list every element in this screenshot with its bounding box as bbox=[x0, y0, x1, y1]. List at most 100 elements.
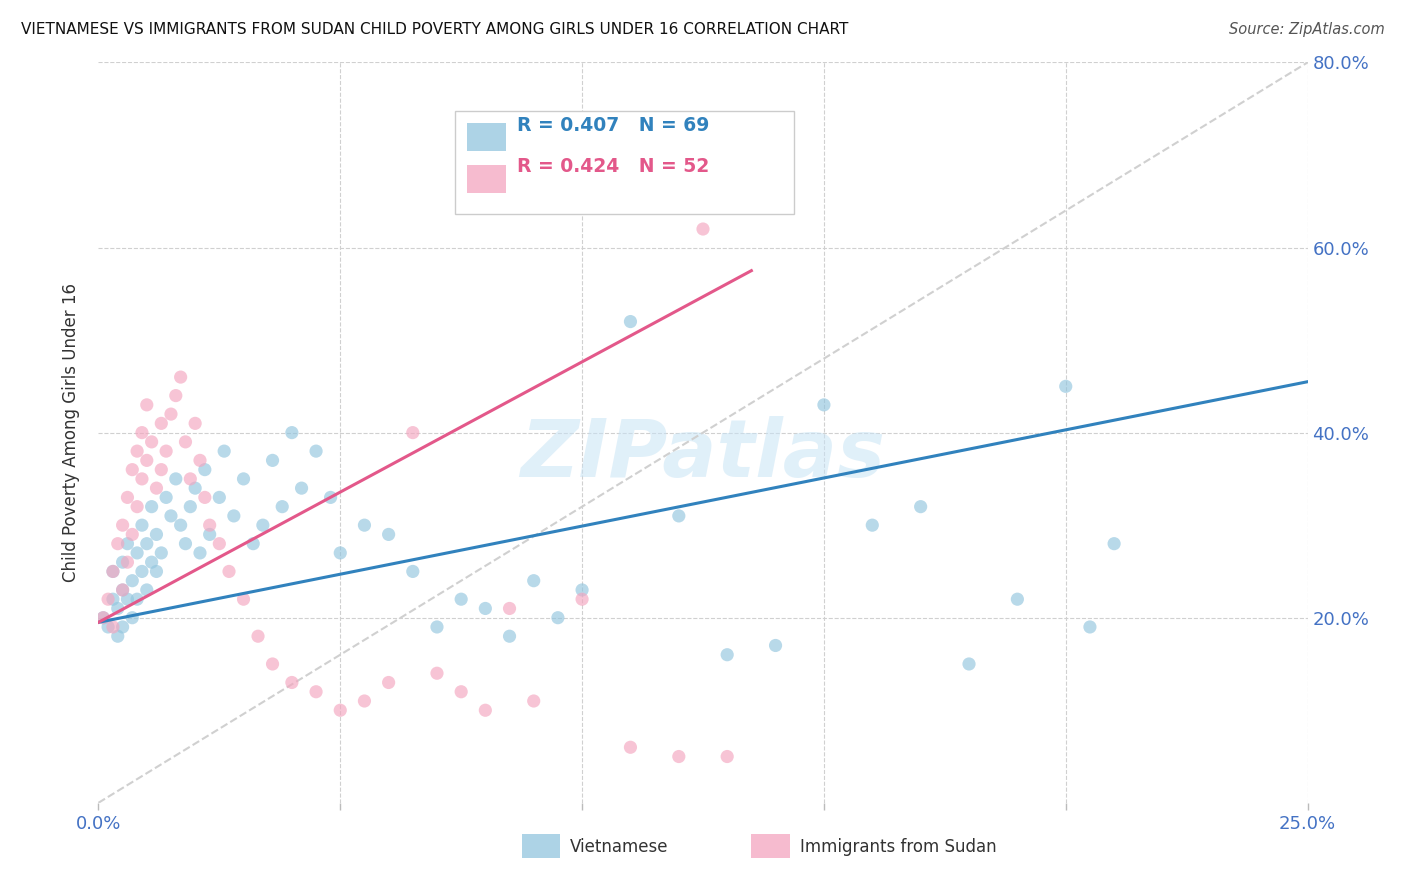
Point bbox=[131, 518, 153, 533]
FancyBboxPatch shape bbox=[456, 111, 793, 214]
Point bbox=[160, 407, 183, 421]
Point bbox=[127, 546, 149, 560]
Point bbox=[619, 314, 641, 328]
Point bbox=[271, 500, 294, 514]
Point bbox=[571, 592, 593, 607]
Point bbox=[179, 472, 201, 486]
Point bbox=[131, 472, 153, 486]
Point bbox=[668, 508, 690, 523]
Point bbox=[198, 518, 221, 533]
Point bbox=[169, 518, 191, 533]
Point bbox=[212, 444, 235, 458]
Point bbox=[101, 565, 124, 579]
Text: Immigrants from Sudan: Immigrants from Sudan bbox=[800, 838, 997, 856]
Point bbox=[101, 592, 124, 607]
Point bbox=[716, 749, 738, 764]
Point bbox=[860, 518, 883, 533]
FancyBboxPatch shape bbox=[467, 165, 506, 193]
Point bbox=[145, 565, 167, 579]
Point bbox=[174, 536, 197, 550]
Point bbox=[474, 601, 496, 615]
Point bbox=[1102, 536, 1125, 550]
Y-axis label: Child Poverty Among Girls Under 16: Child Poverty Among Girls Under 16 bbox=[62, 283, 80, 582]
Point bbox=[252, 518, 274, 533]
Point bbox=[402, 565, 425, 579]
FancyBboxPatch shape bbox=[467, 123, 506, 152]
Point bbox=[127, 500, 149, 514]
Text: VIETNAMESE VS IMMIGRANTS FROM SUDAN CHILD POVERTY AMONG GIRLS UNDER 16 CORRELATI: VIETNAMESE VS IMMIGRANTS FROM SUDAN CHIL… bbox=[21, 22, 848, 37]
Point bbox=[319, 491, 342, 505]
Point bbox=[305, 444, 328, 458]
Text: Source: ZipAtlas.com: Source: ZipAtlas.com bbox=[1229, 22, 1385, 37]
Point bbox=[377, 527, 399, 541]
Point bbox=[117, 536, 139, 550]
Point bbox=[290, 481, 312, 495]
Point bbox=[150, 462, 173, 476]
Point bbox=[101, 565, 124, 579]
Text: R = 0.424   N = 52: R = 0.424 N = 52 bbox=[517, 157, 709, 176]
Point bbox=[141, 500, 163, 514]
Point bbox=[353, 518, 375, 533]
Point bbox=[474, 703, 496, 717]
FancyBboxPatch shape bbox=[522, 834, 561, 858]
Point bbox=[174, 434, 197, 449]
Point bbox=[165, 388, 187, 402]
Point bbox=[194, 491, 217, 505]
Point bbox=[571, 582, 593, 597]
Point bbox=[222, 508, 245, 523]
Point bbox=[150, 417, 173, 431]
Point bbox=[91, 610, 114, 624]
Point bbox=[242, 536, 264, 550]
Text: Vietnamese: Vietnamese bbox=[569, 838, 668, 856]
Point bbox=[547, 610, 569, 624]
Point bbox=[155, 444, 177, 458]
Point bbox=[184, 481, 207, 495]
Point bbox=[121, 610, 143, 624]
Point bbox=[305, 685, 328, 699]
Text: ZIPatlas: ZIPatlas bbox=[520, 416, 886, 494]
Point bbox=[498, 601, 520, 615]
Point bbox=[127, 592, 149, 607]
Point bbox=[111, 582, 134, 597]
Point bbox=[97, 620, 120, 634]
Point bbox=[121, 462, 143, 476]
Point bbox=[957, 657, 980, 671]
Point bbox=[131, 425, 153, 440]
Point bbox=[131, 565, 153, 579]
Point bbox=[107, 601, 129, 615]
Point bbox=[619, 740, 641, 755]
Point bbox=[145, 481, 167, 495]
Point bbox=[101, 620, 124, 634]
Point bbox=[135, 398, 157, 412]
Point bbox=[218, 565, 240, 579]
Point bbox=[353, 694, 375, 708]
Point bbox=[262, 453, 284, 467]
Point bbox=[426, 666, 449, 681]
Point bbox=[194, 462, 217, 476]
Point bbox=[184, 417, 207, 431]
Point bbox=[329, 703, 352, 717]
Point bbox=[141, 555, 163, 569]
Point bbox=[188, 546, 211, 560]
Point bbox=[1054, 379, 1077, 393]
Point bbox=[281, 675, 304, 690]
Point bbox=[281, 425, 304, 440]
Point bbox=[135, 536, 157, 550]
Point bbox=[127, 444, 149, 458]
Point bbox=[765, 639, 787, 653]
Point bbox=[232, 472, 254, 486]
Point bbox=[141, 434, 163, 449]
Point bbox=[117, 555, 139, 569]
Point bbox=[426, 620, 449, 634]
Point bbox=[188, 453, 211, 467]
Point bbox=[1078, 620, 1101, 634]
Point bbox=[232, 592, 254, 607]
Point bbox=[450, 685, 472, 699]
Point bbox=[117, 491, 139, 505]
Point bbox=[160, 508, 183, 523]
Point bbox=[107, 536, 129, 550]
Point bbox=[402, 425, 425, 440]
Point bbox=[121, 574, 143, 588]
Point bbox=[813, 398, 835, 412]
Point bbox=[498, 629, 520, 643]
